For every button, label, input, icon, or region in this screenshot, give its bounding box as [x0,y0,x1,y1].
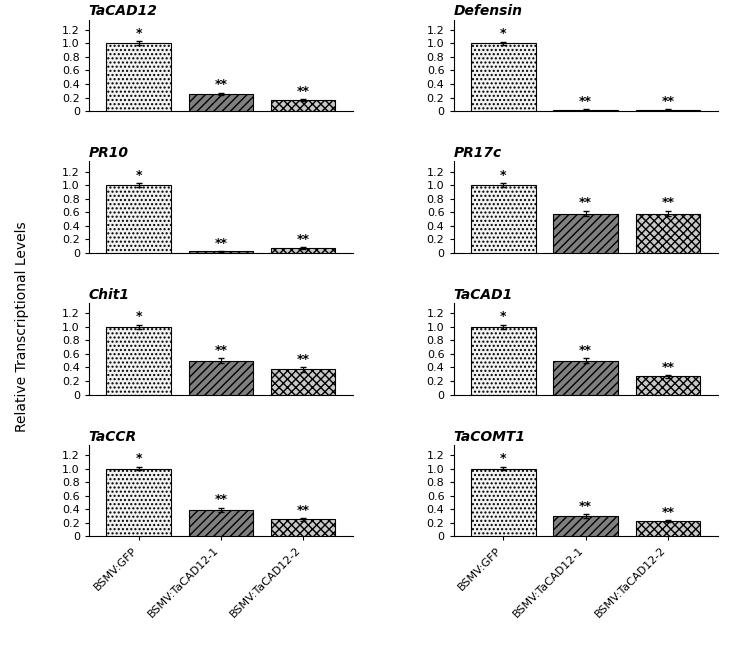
Text: *: * [135,453,142,466]
Bar [271,370,335,394]
Bar [271,100,335,111]
Bar [471,43,536,111]
Text: **: ** [579,500,592,513]
Text: Relative Transcriptional Levels: Relative Transcriptional Levels [15,222,29,432]
Text: Chit1: Chit1 [89,288,130,302]
Text: **: ** [215,494,227,506]
Text: **: ** [297,85,309,98]
Text: **: ** [297,504,309,517]
Bar [107,468,171,536]
Bar [471,468,536,536]
Text: **: ** [579,196,592,209]
Bar [107,43,171,111]
Bar [271,519,335,536]
Bar [636,376,700,394]
Text: *: * [500,169,507,182]
Bar [554,360,618,394]
Bar [636,110,700,111]
Text: **: ** [662,95,674,108]
Bar [554,110,618,111]
Bar [107,185,171,253]
Text: **: ** [297,353,309,366]
Text: **: ** [662,196,674,209]
Text: TaCAD1: TaCAD1 [454,288,513,302]
Text: *: * [500,27,507,41]
Text: **: ** [215,343,227,356]
Text: PR17c: PR17c [454,146,502,160]
Text: *: * [135,27,142,40]
Bar [189,251,253,253]
Text: TaCAD12: TaCAD12 [89,5,158,18]
Text: Defensin: Defensin [454,5,522,18]
Text: **: ** [579,95,592,108]
Bar [271,248,335,253]
Bar [471,185,536,253]
Bar [554,213,618,253]
Bar [189,94,253,111]
Text: PR10: PR10 [89,146,129,160]
Text: **: ** [579,343,592,356]
Text: TaCOMT1: TaCOMT1 [454,430,525,443]
Bar [471,327,536,394]
Text: TaCCR: TaCCR [89,430,137,443]
Text: *: * [500,453,507,466]
Bar [107,327,171,394]
Bar [554,516,618,536]
Text: **: ** [662,360,674,373]
Text: *: * [135,169,142,182]
Bar [636,521,700,536]
Text: **: ** [215,237,227,250]
Text: *: * [500,311,507,324]
Text: *: * [135,311,142,324]
Text: **: ** [297,233,309,246]
Bar [189,360,253,394]
Text: **: ** [662,506,674,519]
Text: **: ** [215,78,227,92]
Bar [636,213,700,253]
Bar [189,510,253,536]
